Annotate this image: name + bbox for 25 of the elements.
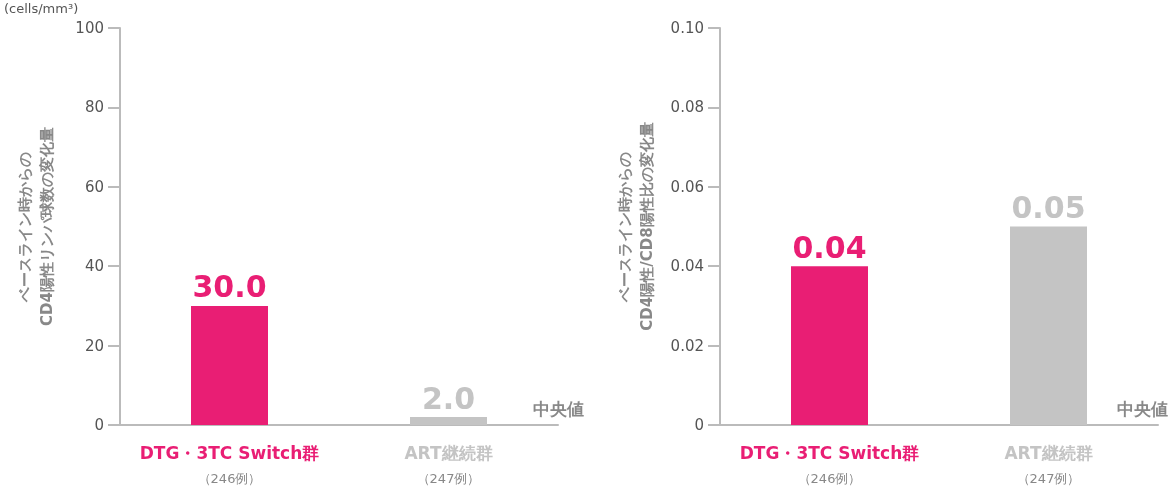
y-tick-label: 0.02	[670, 336, 704, 355]
data-label: 30.0	[192, 269, 267, 305]
y-tick-label: 0	[694, 416, 704, 434]
data-label: 0.05	[1011, 190, 1086, 225]
annotation: 中央値	[1117, 398, 1168, 419]
x-tick-label: ART継続群（247例）	[404, 443, 493, 486]
text: (cells/mm³)	[4, 1, 79, 16]
data-label: 2.0	[421, 380, 476, 416]
y-tick-label: 0.06	[670, 177, 704, 196]
y-tick-label: 80	[84, 98, 104, 117]
annotation: 中央値	[533, 398, 584, 419]
y-tick-label: 40	[84, 257, 104, 276]
x-tick-label: ART継続群（247例）	[1004, 443, 1093, 486]
y-axis-title: ベースライン時からの CD4陽性リンパ球数の変化量	[16, 127, 56, 326]
data-label: 0.04	[792, 229, 867, 265]
y-axis-title: ベースライン時からの CD4陽性/CD8陽性比の変化量	[616, 122, 656, 331]
y-tick-label: 20	[84, 336, 104, 355]
y-tick-label: 0.08	[670, 98, 704, 117]
y-tick-label: 0.04	[670, 257, 704, 276]
y-tick-label: 100	[75, 19, 104, 37]
x-tick-label: DTG・3TC Switch群（246例）	[739, 443, 920, 486]
x-tick-label: DTG・3TC Switch群（246例）	[139, 443, 320, 486]
y-tick-label: 0	[94, 416, 104, 434]
y-tick-label: 0.10	[670, 19, 704, 37]
y-tick-label: 60	[84, 177, 104, 196]
